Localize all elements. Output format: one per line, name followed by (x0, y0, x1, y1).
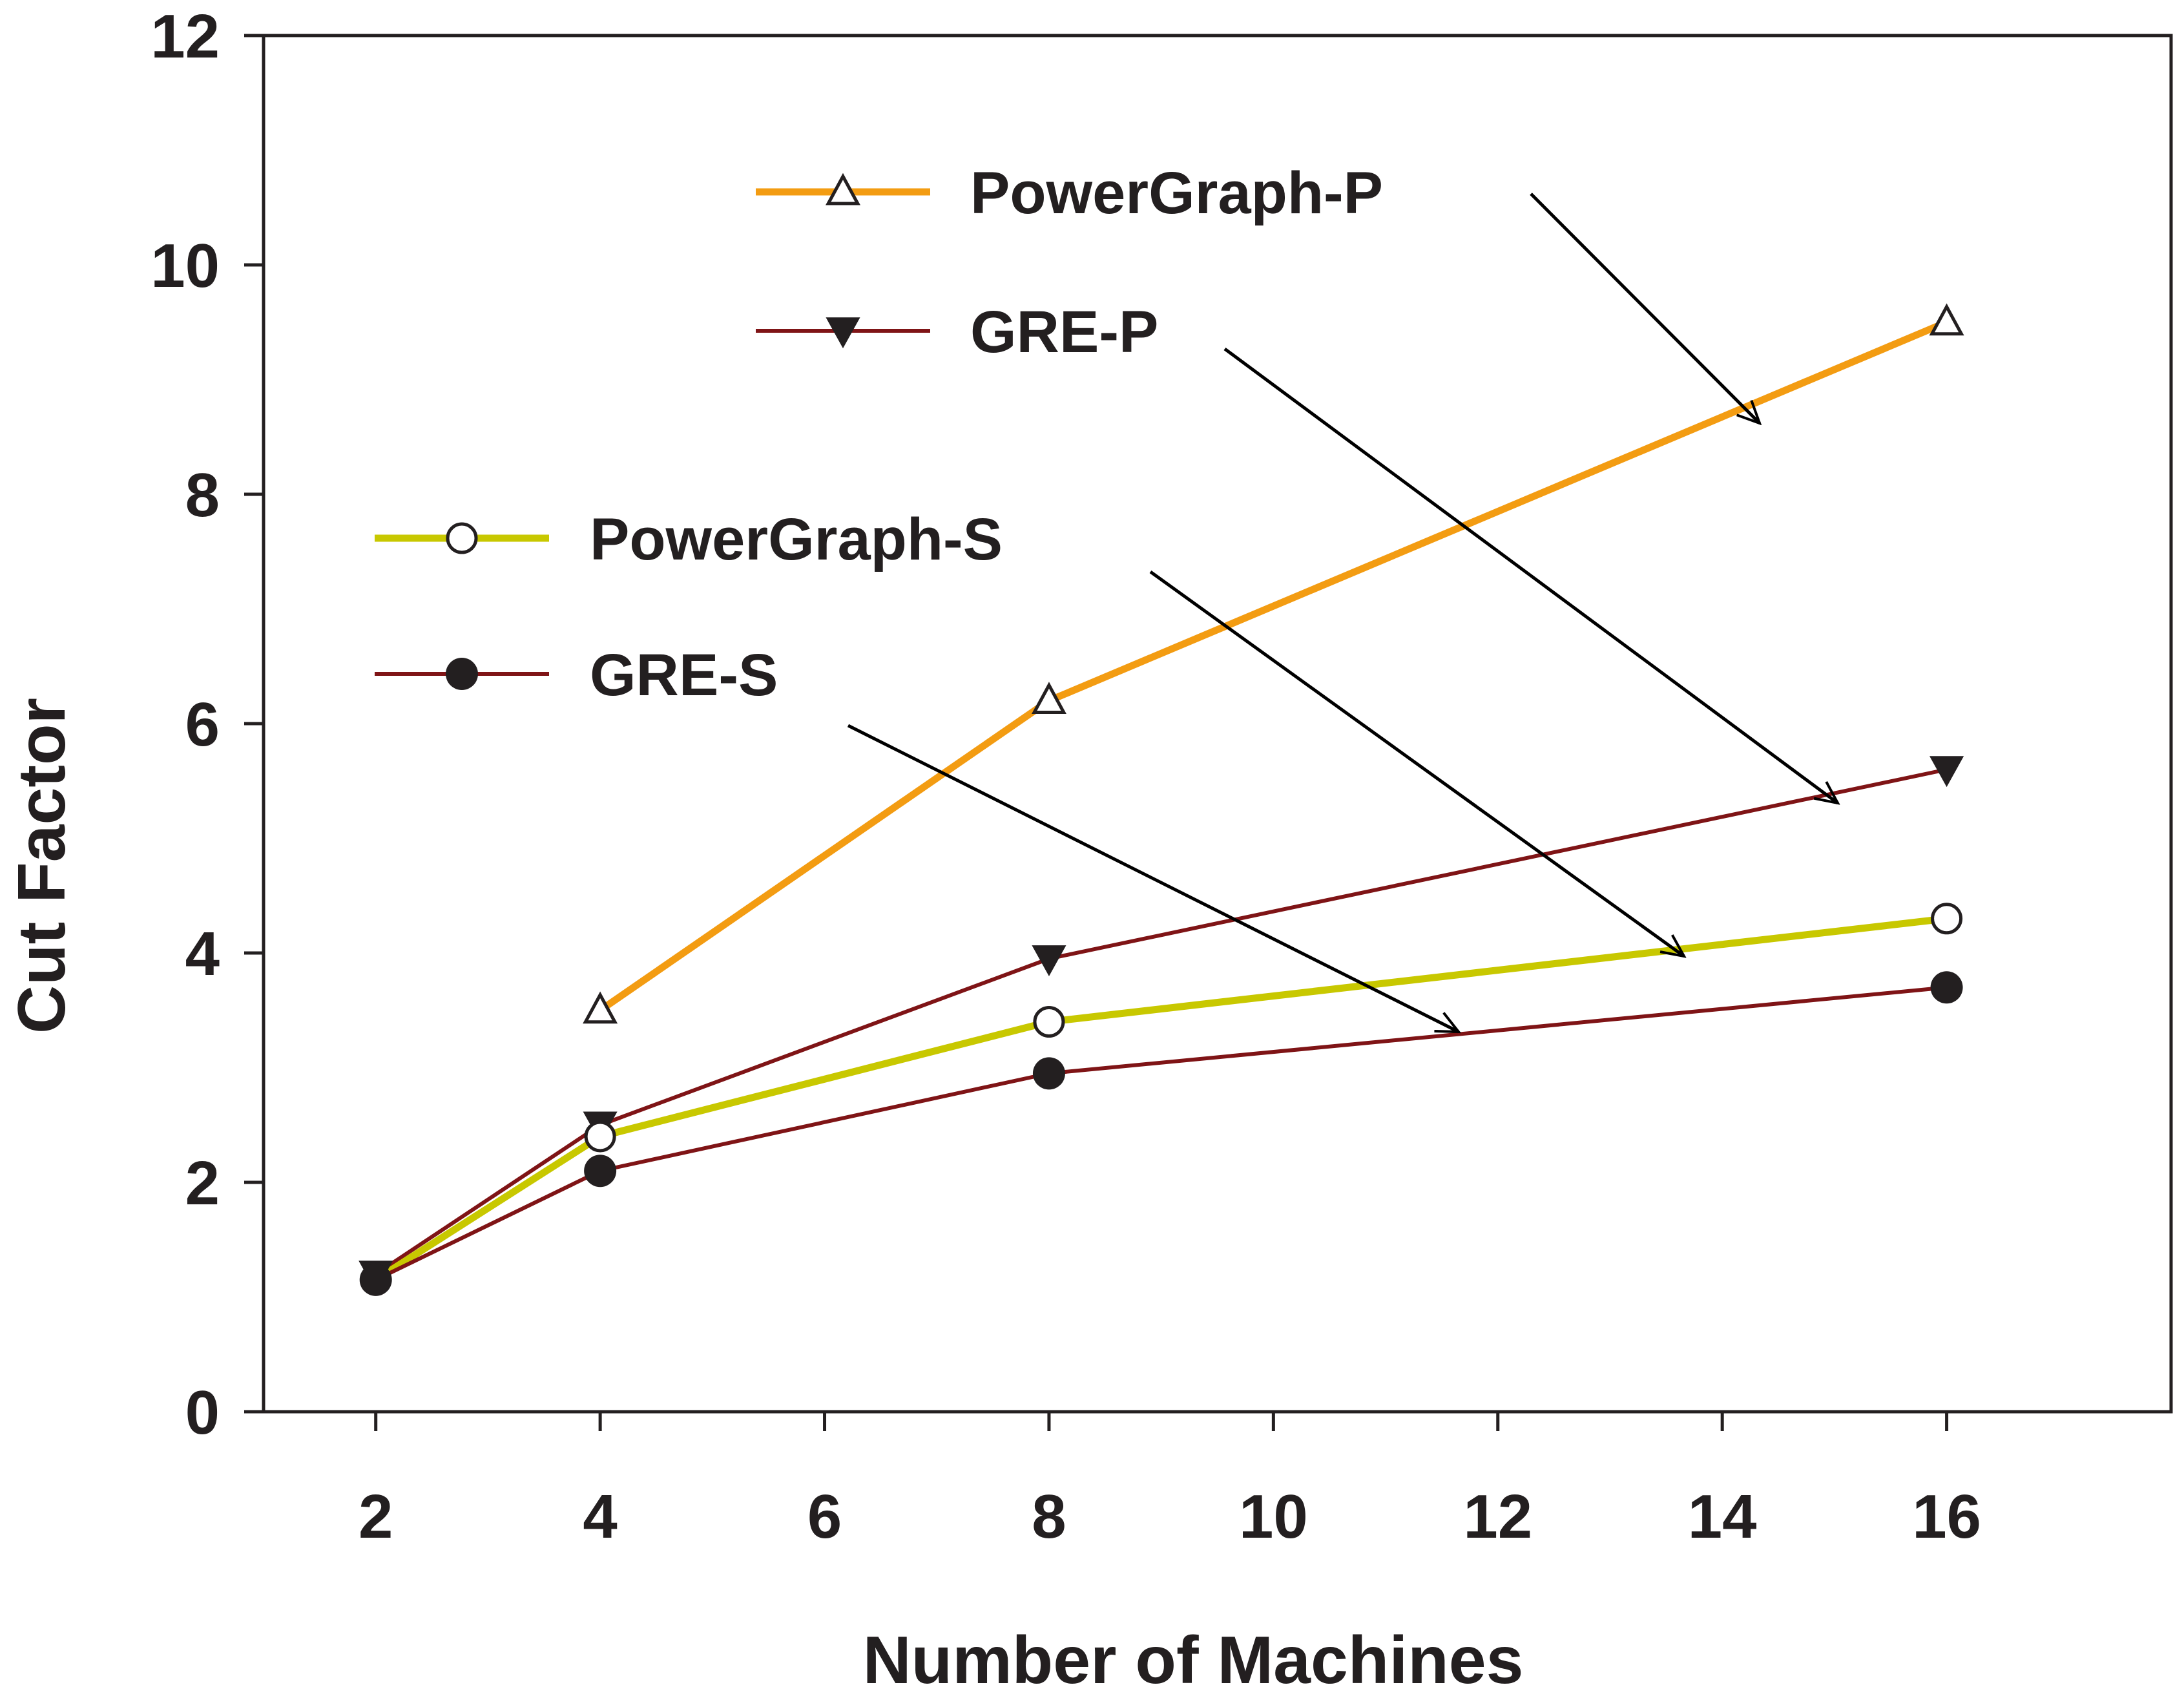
y-tick-label: 12 (151, 2, 220, 71)
point-marker (584, 1155, 617, 1188)
callout-arrow (1223, 347, 1838, 803)
axis-ticks: 2 4 6 8 10 12 14 16 0 2 4 6 8 10 12 (151, 2, 1981, 1551)
y-tick-label: 10 (151, 231, 220, 300)
x-tick-label: 12 (1463, 1482, 1532, 1551)
y-tick-label: 2 (185, 1149, 220, 1218)
legend-label: PowerGraph-S (590, 507, 1003, 572)
point-marker (826, 317, 860, 349)
series-line (373, 915, 1948, 1283)
callout-arrow (1149, 570, 1684, 956)
y-tick-label: 0 (185, 1378, 220, 1447)
x-tick-label: 2 (359, 1482, 393, 1551)
legend: PowerGraph-P GRE-P PowerGraph-S GRE-S (375, 160, 1383, 708)
legend-label: GRE-S (590, 642, 778, 708)
point-marker (825, 173, 861, 205)
point-marker (1033, 1006, 1065, 1038)
x-axis-title: Number of Machines (863, 1623, 1524, 1696)
legend-callouts (847, 193, 1838, 1034)
point-marker (446, 658, 478, 690)
callout-arrow (1530, 193, 1760, 423)
series-markers (359, 303, 1964, 1296)
x-tick-label: 16 (1912, 1482, 1981, 1551)
y-tick-label: 8 (185, 461, 220, 530)
plot-frame (262, 34, 2173, 1414)
y-tick-label: 6 (185, 690, 220, 759)
legend-label: GRE-P (970, 299, 1158, 365)
point-marker (359, 1263, 392, 1296)
x-tick-label: 10 (1239, 1482, 1308, 1551)
series-line (598, 319, 1948, 1014)
point-marker (584, 1120, 616, 1153)
y-axis-title: Cut Factor (5, 698, 79, 1034)
point-marker (1930, 971, 1963, 1004)
x-tick-label: 8 (1032, 1482, 1066, 1551)
point-marker (1032, 945, 1066, 976)
callout-arrow (847, 724, 1459, 1034)
point-marker (446, 522, 478, 554)
legend-label: PowerGraph-P (970, 160, 1383, 226)
point-marker (583, 991, 618, 1024)
series-line (375, 985, 1947, 1282)
point-marker (1931, 903, 1963, 935)
x-tick-label: 14 (1688, 1482, 1757, 1551)
series-line (375, 768, 1948, 1276)
x-tick-label: 4 (583, 1482, 617, 1551)
x-tick-label: 6 (807, 1482, 842, 1551)
point-marker (1031, 682, 1066, 714)
y-tick-label: 4 (185, 919, 220, 989)
point-marker (1032, 1057, 1065, 1090)
point-marker (1929, 303, 1964, 336)
point-marker (1929, 756, 1964, 788)
